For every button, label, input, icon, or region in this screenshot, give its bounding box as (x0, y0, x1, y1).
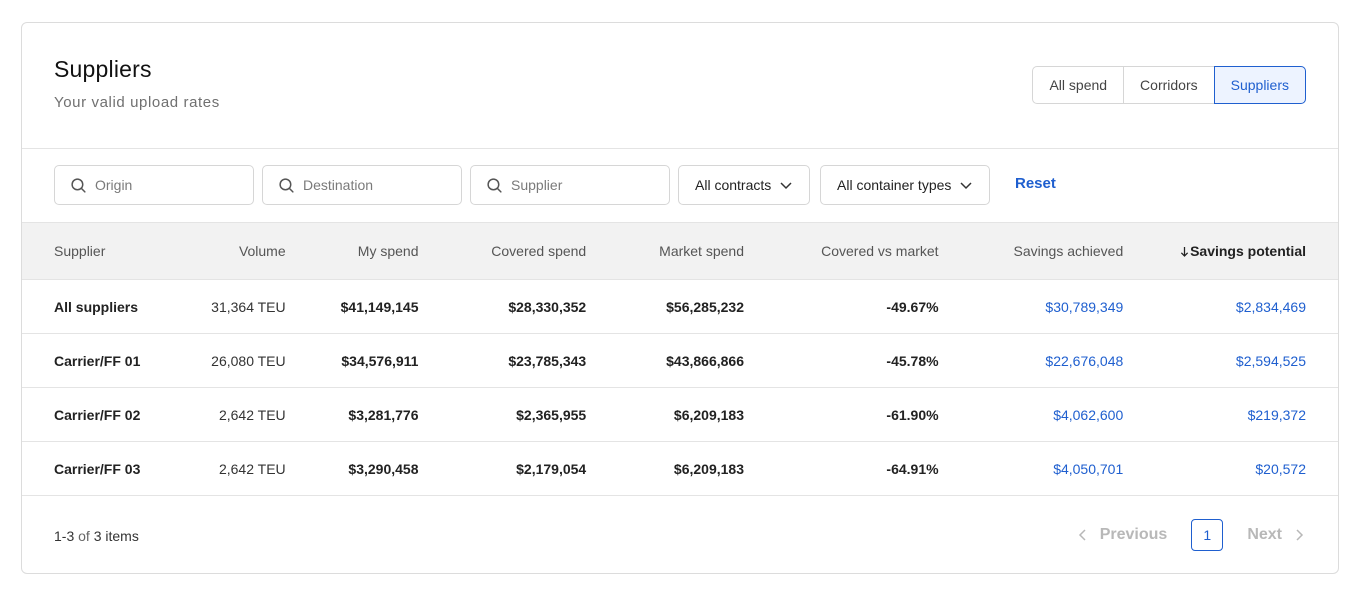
item-count: 1-3 of 3 items (54, 528, 139, 544)
view-corridors-button[interactable]: Corridors (1123, 66, 1215, 104)
chevron-down-icon (780, 182, 792, 190)
cell-volume: 26,080 TEU (211, 352, 286, 369)
container-types-dropdown[interactable]: All container types (820, 165, 991, 205)
page-title: Suppliers (54, 56, 152, 82)
cell-savings-achieved-link[interactable]: $4,050,701 (1053, 460, 1124, 477)
next-page-button[interactable]: Next (1247, 526, 1306, 544)
cell-supplier: Carrier/FF 01 (54, 352, 141, 369)
cell-covered-spend: $2,365,955 (516, 406, 587, 423)
cell-savings-achieved-link[interactable]: $22,676,048 (1045, 352, 1124, 369)
column-header-my-spend[interactable]: My spend (357, 243, 419, 259)
cell-covered-spend: $23,785,343 (508, 352, 587, 369)
cell-covered-vs-market: -49.67% (886, 298, 939, 315)
supplier-placeholder: Supplier (511, 177, 563, 193)
column-header-savings-achieved[interactable]: Savings achieved (1013, 243, 1124, 259)
cell-savings-potential-link[interactable]: $2,594,525 (1235, 352, 1306, 369)
cell-savings-potential-link[interactable]: $2,834,469 (1235, 298, 1306, 315)
column-header-supplier[interactable]: Supplier (54, 243, 106, 259)
suppliers-table: Supplier Volume My spend Covered spend M… (22, 222, 1338, 496)
cell-volume: 2,642 TEU (218, 406, 286, 423)
cell-market-spend: $56,285,232 (666, 298, 744, 315)
chevron-right-icon (1296, 529, 1304, 541)
cell-supplier: Carrier/FF 03 (54, 460, 141, 477)
arrow-down-icon (1180, 247, 1189, 257)
view-all-spend-button[interactable]: All spend (1032, 66, 1125, 104)
savings-potential-label: Savings potential (1190, 243, 1306, 259)
cell-savings-potential-link[interactable]: $219,372 (1247, 406, 1306, 423)
view-switcher: All spend Corridors Suppliers (1032, 66, 1306, 104)
supplier-search-input[interactable]: Supplier (470, 165, 670, 205)
table-row[interactable]: Carrier/FF 02 2,642 TEU $3,281,776 $2,36… (22, 388, 1338, 442)
cell-supplier: Carrier/FF 02 (54, 406, 141, 423)
container-types-dropdown-label: All container types (837, 177, 952, 193)
search-icon (279, 177, 294, 193)
cell-market-spend: $43,866,866 (666, 352, 744, 369)
column-header-covered-spend[interactable]: Covered spend (491, 243, 587, 259)
cell-volume: 2,642 TEU (218, 460, 286, 477)
cell-my-spend: $3,281,776 (348, 406, 419, 423)
contracts-dropdown[interactable]: All contracts (678, 165, 811, 205)
cell-savings-achieved-link[interactable]: $4,062,600 (1053, 406, 1124, 423)
cell-covered-vs-market: -64.91% (886, 460, 939, 477)
reset-filters-button[interactable]: Reset (1015, 175, 1056, 192)
search-icon (71, 177, 86, 193)
cell-my-spend: $41,149,145 (340, 298, 419, 315)
cell-covered-vs-market: -45.78% (886, 352, 939, 369)
cell-covered-vs-market: -61.90% (886, 406, 939, 423)
previous-label: Previous (1099, 526, 1168, 543)
previous-page-button[interactable]: Previous (1076, 526, 1168, 544)
cell-supplier: All suppliers (54, 298, 139, 315)
search-icon (487, 177, 502, 193)
cell-covered-spend: $2,179,054 (516, 460, 587, 477)
cell-savings-achieved-link[interactable]: $30,789,349 (1045, 298, 1124, 315)
column-header-volume[interactable]: Volume (238, 243, 286, 259)
chevron-left-icon (1078, 529, 1086, 541)
table-row[interactable]: Carrier/FF 03 2,642 TEU $3,290,458 $2,17… (22, 442, 1338, 496)
table-row[interactable]: All suppliers 31,364 TEU $41,149,145 $28… (22, 280, 1338, 334)
column-header-market-spend[interactable]: Market spend (659, 243, 744, 259)
cell-savings-potential-link[interactable]: $20,572 (1255, 460, 1306, 477)
column-header-savings-potential[interactable]: Savings potential (1123, 223, 1338, 280)
contracts-dropdown-label: All contracts (695, 177, 772, 193)
cell-my-spend: $34,576,911 (341, 352, 419, 369)
table-header-row: Supplier Volume My spend Covered spend M… (22, 222, 1338, 280)
destination-placeholder: Destination (303, 177, 374, 193)
cell-volume: 31,364 TEU (211, 298, 286, 315)
table-row[interactable]: Carrier/FF 01 26,080 TEU $34,576,911 $23… (22, 334, 1338, 388)
filter-bar: Origin Destination Supplier All contract… (22, 149, 1338, 222)
item-of: of (78, 528, 90, 544)
page-subtitle: Your valid upload rates (54, 94, 220, 111)
pagination: Previous 1 Next (1076, 519, 1306, 551)
table-footer: 1-3 of 3 items Previous 1 Next (22, 495, 1338, 573)
next-label: Next (1247, 526, 1282, 543)
origin-placeholder: Origin (95, 177, 133, 193)
chevron-down-icon (960, 182, 972, 190)
origin-search-input[interactable]: Origin (54, 165, 254, 205)
view-suppliers-button[interactable]: Suppliers (1213, 66, 1306, 104)
item-total: 3 items (93, 528, 139, 544)
cell-market-spend: $6,209,183 (673, 406, 744, 423)
card-header: Suppliers Your valid upload rates All sp… (22, 23, 1338, 149)
cell-my-spend: $3,290,458 (348, 460, 419, 477)
column-header-covered-vs-market[interactable]: Covered vs market (821, 243, 939, 259)
item-range: 1-3 (54, 528, 75, 544)
cell-covered-spend: $28,330,352 (508, 298, 587, 315)
page-1-button[interactable]: 1 (1191, 519, 1224, 551)
destination-search-input[interactable]: Destination (262, 165, 462, 205)
suppliers-card: Suppliers Your valid upload rates All sp… (21, 22, 1339, 574)
cell-market-spend: $6,209,183 (673, 460, 744, 477)
